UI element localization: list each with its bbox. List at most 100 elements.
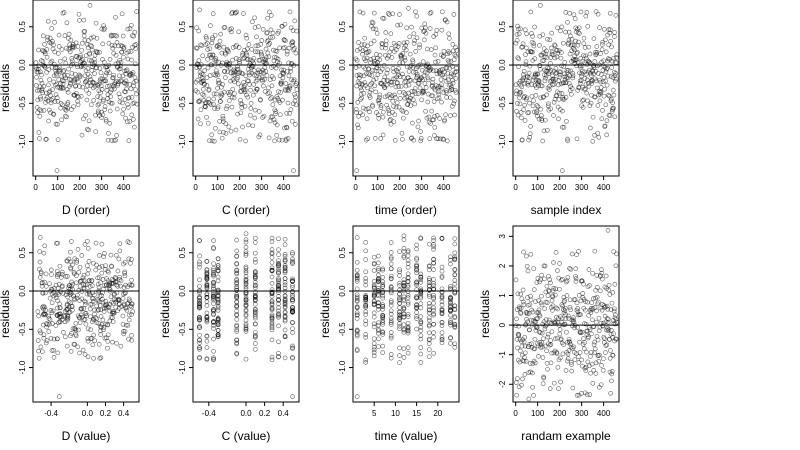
data-point — [109, 42, 115, 48]
data-point — [103, 118, 109, 124]
data-point — [86, 267, 91, 273]
data-point — [129, 283, 135, 288]
data-point — [431, 334, 436, 340]
data-point — [129, 112, 135, 118]
x-tick-label: 0.2 — [259, 409, 271, 418]
data-point — [411, 69, 416, 75]
data-point — [260, 115, 266, 120]
data-point — [418, 275, 424, 280]
data-point — [101, 59, 107, 65]
data-point — [129, 304, 134, 310]
data-point — [132, 29, 138, 35]
data-point — [125, 26, 131, 32]
data-point — [405, 350, 411, 356]
data-point — [72, 76, 78, 82]
data-point — [83, 113, 88, 118]
data-point — [534, 103, 540, 108]
data-point — [426, 114, 432, 120]
data-point — [290, 345, 295, 351]
data-point — [193, 45, 199, 51]
data-point — [414, 265, 419, 271]
data-point — [118, 63, 123, 69]
data-point — [593, 78, 599, 84]
data-point — [521, 339, 527, 345]
data-point — [401, 90, 407, 95]
data-point — [590, 380, 596, 386]
data-point — [244, 52, 250, 58]
data-point — [204, 75, 210, 80]
data-point — [265, 50, 271, 56]
data-point — [279, 137, 285, 143]
data-point — [371, 77, 377, 83]
data-point — [555, 82, 561, 88]
data-point — [547, 277, 553, 282]
data-point — [363, 240, 369, 245]
data-point — [41, 303, 46, 309]
data-point — [81, 17, 87, 23]
data-point — [397, 310, 402, 315]
data-point — [84, 97, 90, 103]
data-point — [89, 335, 95, 341]
data-point — [286, 88, 291, 94]
data-point — [578, 298, 584, 304]
data-point — [439, 273, 445, 279]
data-point — [599, 363, 604, 368]
data-point — [442, 117, 448, 123]
data-point — [373, 76, 379, 82]
data-point — [379, 45, 385, 50]
data-point — [46, 107, 52, 113]
data-point — [82, 282, 88, 288]
data-point — [520, 299, 526, 305]
data-point — [610, 353, 616, 358]
data-point — [363, 312, 369, 317]
data-point — [393, 104, 399, 110]
data-point — [93, 267, 99, 273]
data-point — [402, 58, 408, 63]
data-point — [229, 26, 234, 32]
data-point — [197, 277, 202, 283]
y-tick-label: 0.5 — [18, 21, 27, 33]
data-point — [371, 298, 377, 304]
data-point — [266, 9, 272, 15]
data-point — [439, 268, 445, 274]
data-point — [83, 313, 89, 318]
data-point — [215, 256, 221, 262]
data-point — [587, 392, 593, 397]
data-point — [390, 66, 396, 71]
data-point — [364, 116, 370, 122]
data-point — [585, 284, 591, 290]
y-tick-label: 0 — [498, 322, 507, 327]
data-point — [38, 94, 43, 100]
data-point — [569, 368, 575, 374]
data-point — [282, 21, 288, 27]
data-point — [575, 354, 581, 359]
data-point — [436, 95, 442, 101]
data-point — [565, 19, 570, 25]
data-point — [544, 92, 549, 98]
data-point — [363, 276, 369, 281]
data-point — [388, 266, 394, 272]
data-point — [551, 81, 557, 87]
data-point — [287, 111, 292, 116]
data-point — [124, 307, 130, 313]
data-point — [66, 285, 72, 291]
data-point — [130, 309, 136, 315]
data-point — [292, 46, 297, 51]
data-point — [587, 327, 593, 333]
data-point — [234, 312, 240, 318]
data-point — [426, 354, 432, 360]
data-point — [380, 295, 386, 301]
data-point — [423, 30, 429, 36]
data-point — [262, 76, 267, 82]
data-point — [269, 321, 275, 327]
data-point — [439, 320, 445, 325]
data-point — [109, 100, 115, 106]
data-point — [215, 274, 221, 280]
data-point — [101, 23, 106, 29]
data-point — [439, 309, 445, 315]
data-point — [113, 279, 118, 285]
data-point — [406, 98, 412, 104]
data-point — [363, 248, 369, 254]
data-point — [420, 59, 426, 65]
data-point — [428, 47, 434, 52]
